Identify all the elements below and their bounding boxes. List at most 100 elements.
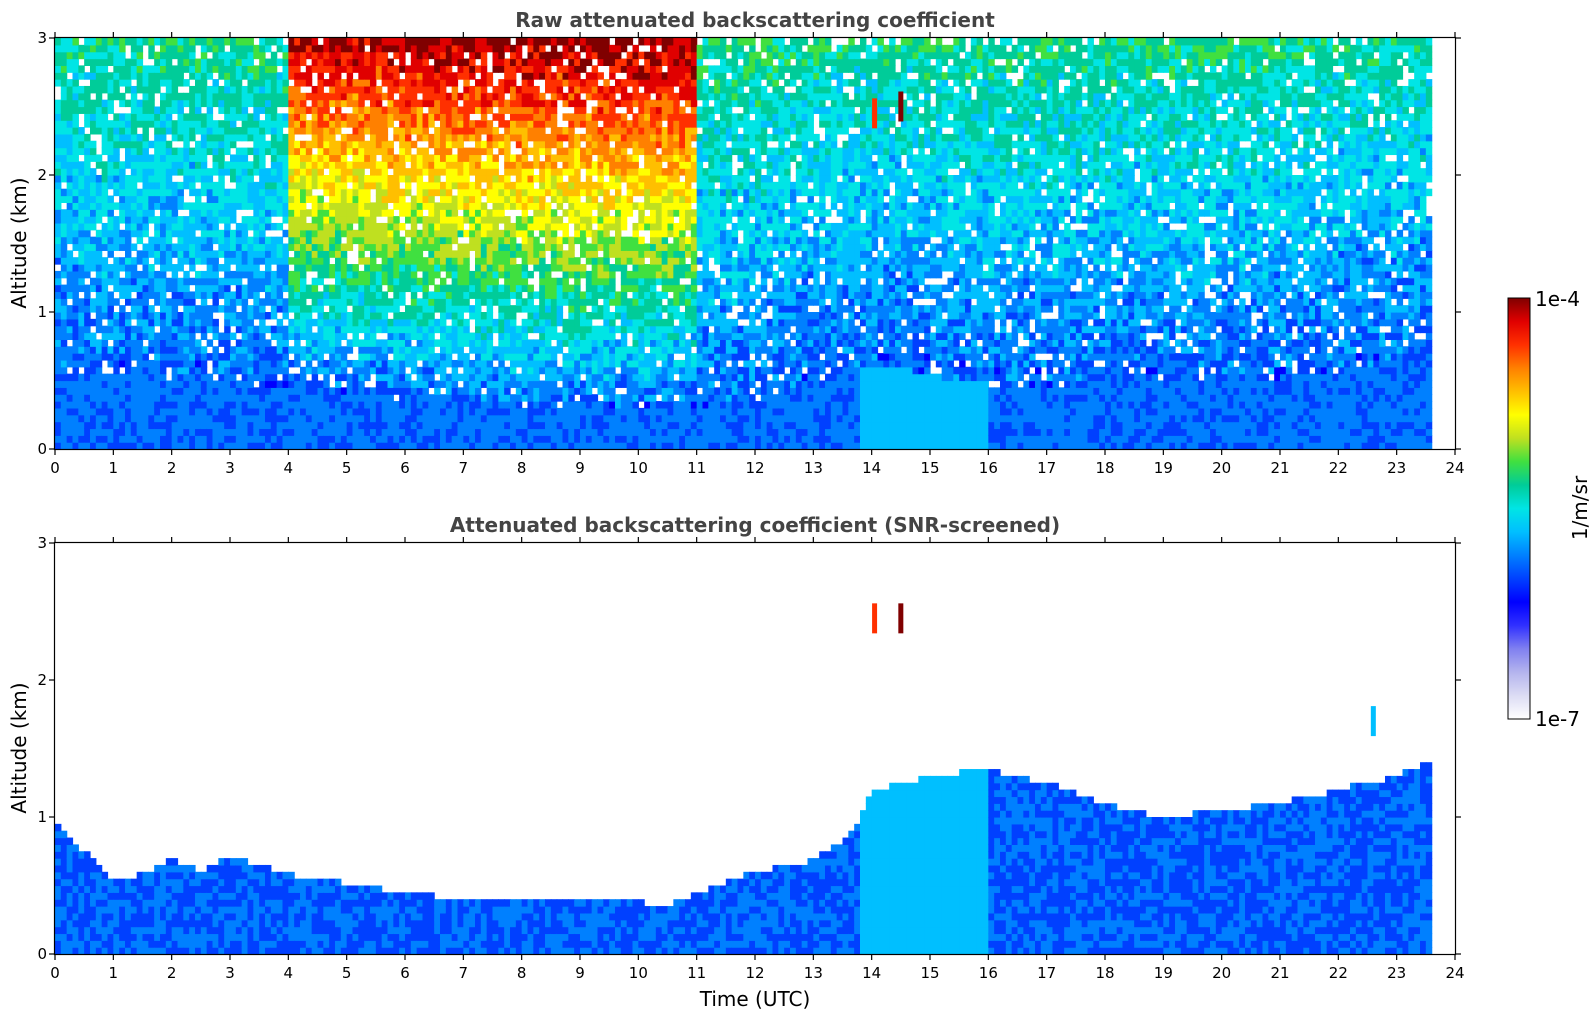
- heatmap-cell: [195, 188, 202, 197]
- heatmap-cell: [300, 264, 307, 272]
- heatmap-cell: [148, 442, 155, 450]
- heatmap-cell: [475, 188, 482, 197]
- heatmap-cell: [527, 195, 534, 203]
- heatmap-cell: [230, 373, 237, 382]
- heatmap-cell: [405, 140, 412, 149]
- heatmap-cell: [60, 305, 68, 313]
- heatmap-cell: [66, 277, 74, 286]
- heatmap-cell: [183, 401, 190, 409]
- heatmap-cell: [230, 414, 237, 423]
- heatmap-cell: [200, 154, 208, 162]
- heatmap-cell: [60, 161, 68, 169]
- heatmap-cell: [568, 366, 575, 375]
- heatmap-cell: [101, 257, 109, 265]
- heatmap-cell: [434, 133, 441, 142]
- heatmap-cell: [55, 168, 62, 176]
- heatmap-cell: [107, 85, 114, 94]
- heatmap-cell: [451, 140, 459, 149]
- heatmap-cell: [259, 51, 266, 60]
- heatmap-cell: [189, 38, 196, 46]
- heatmap-cell: [527, 236, 534, 245]
- heatmap-cell: [171, 435, 179, 443]
- heatmap-cell: [125, 387, 132, 395]
- heatmap-cell: [311, 120, 319, 128]
- heatmap-cell: [562, 325, 569, 334]
- heatmap-cell: [469, 168, 476, 176]
- heatmap-cell: [259, 387, 266, 395]
- heatmap-cell: [329, 99, 336, 108]
- heatmap-cell: [60, 216, 68, 224]
- heatmap-cell: [451, 366, 459, 375]
- heatmap-cell: [66, 250, 74, 258]
- heatmap-cell: [142, 387, 149, 395]
- heatmap-cell: [457, 373, 464, 382]
- heatmap-cell: [224, 291, 231, 299]
- heatmap-cell: [224, 127, 231, 135]
- heatmap-cell: [305, 346, 313, 354]
- heatmap-cell: [574, 154, 581, 162]
- heatmap-cell: [370, 366, 377, 375]
- heatmap-cell: [510, 353, 517, 361]
- heatmap-cell: [440, 277, 447, 286]
- heatmap-cell: [72, 168, 79, 176]
- heatmap-cell: [364, 243, 371, 251]
- heatmap-cell: [288, 442, 295, 450]
- heatmap-cell: [399, 442, 406, 450]
- heatmap-cell: [253, 346, 260, 354]
- heatmap-cell: [440, 72, 447, 80]
- heatmap-cell: [463, 120, 470, 128]
- heatmap-cell: [305, 414, 313, 423]
- heatmap-cell: [270, 346, 278, 354]
- heatmap-cell: [270, 113, 278, 121]
- heatmap-cell: [165, 51, 173, 60]
- heatmap-cell: [130, 332, 138, 340]
- heatmap-cell: [230, 236, 237, 245]
- heatmap-cell: [101, 72, 109, 80]
- heatmap-cell: [405, 428, 412, 436]
- heatmap-cell: [247, 332, 254, 340]
- heatmap-cell: [533, 428, 540, 436]
- heatmap-cell: [591, 106, 599, 114]
- heatmap-cell: [165, 140, 173, 149]
- heatmap-cell: [405, 339, 412, 347]
- heatmap-cell: [434, 58, 441, 66]
- heatmap-cell: [428, 270, 435, 279]
- heatmap-cell: [160, 353, 167, 361]
- heatmap-cell: [218, 216, 225, 224]
- heatmap-cell: [130, 312, 138, 320]
- heatmap-cell: [445, 99, 453, 108]
- heatmap-cell: [294, 140, 301, 149]
- heatmap-cell: [352, 407, 359, 416]
- heatmap-cell: [136, 161, 144, 169]
- heatmap-cell: [335, 325, 342, 334]
- heatmap-cell: [224, 380, 231, 388]
- heatmap-cell: [574, 325, 581, 334]
- heatmap-cell: [101, 373, 109, 382]
- heatmap-cell: [475, 161, 482, 169]
- heatmap-cell: [521, 298, 529, 306]
- heatmap-cell: [352, 51, 359, 60]
- heatmap-cell: [101, 120, 109, 128]
- heatmap-cell: [422, 92, 429, 101]
- heatmap-cell: [323, 414, 330, 423]
- heatmap-cell: [78, 181, 85, 190]
- heatmap-cell: [486, 366, 494, 375]
- heatmap-cell: [235, 346, 243, 354]
- heatmap-cell: [212, 291, 219, 299]
- heatmap-cell: [475, 394, 482, 402]
- heatmap-cell: [591, 442, 599, 450]
- heatmap-cell: [142, 99, 149, 108]
- heatmap-cell: [154, 421, 161, 430]
- heatmap-cell: [457, 106, 464, 114]
- heatmap-cell: [475, 222, 482, 231]
- heatmap-cell: [445, 58, 453, 66]
- heatmap-cell: [160, 435, 167, 443]
- heatmap-cell: [212, 236, 219, 245]
- heatmap-cell: [475, 92, 482, 101]
- heatmap-cell: [142, 277, 149, 286]
- heatmap-cell: [259, 339, 266, 347]
- heatmap-cell: [136, 414, 144, 423]
- heatmap-cell: [591, 250, 599, 258]
- heatmap-cell: [90, 222, 97, 231]
- heatmap-cell: [504, 442, 511, 450]
